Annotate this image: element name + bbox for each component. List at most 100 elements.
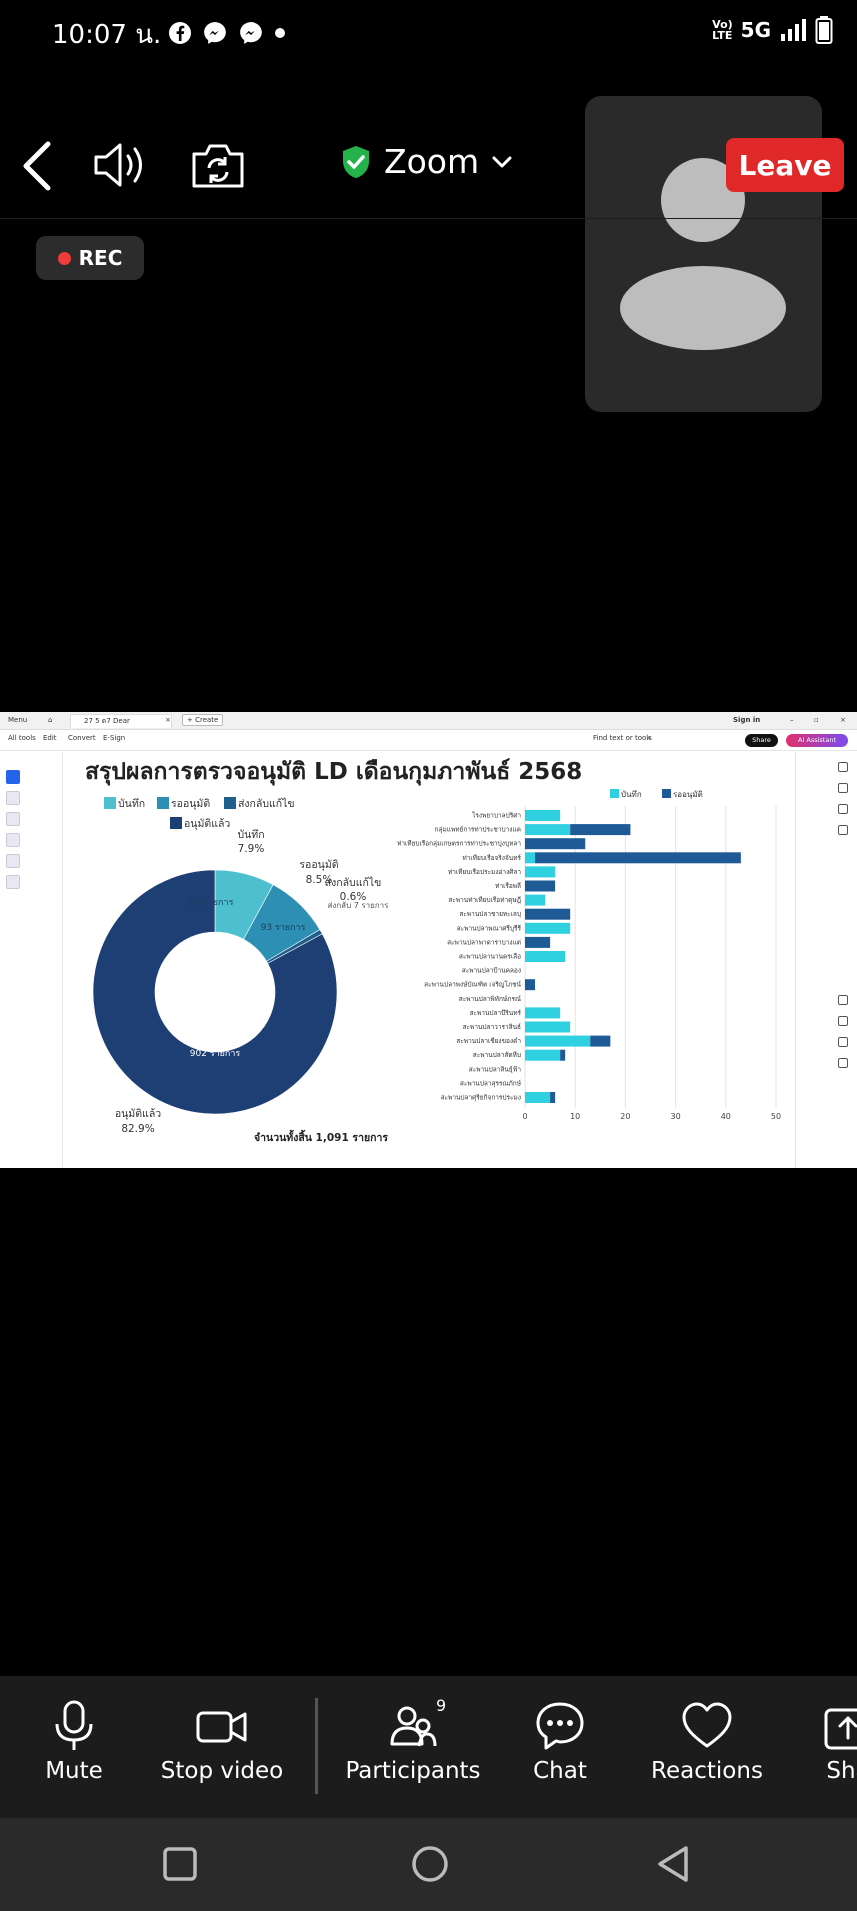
network-type: 5G <box>740 18 771 42</box>
lasso-tool-icon[interactable] <box>6 833 20 847</box>
home-nav-icon[interactable] <box>410 1844 450 1884</box>
bar-segment <box>525 866 556 878</box>
pie-slice-name-label: รออนุมัติ <box>299 859 338 871</box>
pages-icon[interactable] <box>838 825 848 835</box>
heart-icon <box>682 1702 732 1748</box>
close-tab-icon[interactable]: × <box>165 716 171 724</box>
comment-tool-icon[interactable] <box>6 791 20 805</box>
leave-button[interactable]: Leave <box>726 138 844 192</box>
export-icon[interactable] <box>838 762 848 772</box>
back-icon[interactable] <box>18 138 58 194</box>
share-arrow-icon <box>824 1708 857 1750</box>
dot-icon <box>275 28 285 38</box>
slide-page: สรุปผลการตรวจอนุมัติ LD เดือนกุมภาพันธ์ … <box>62 752 796 1168</box>
refresh-icon[interactable] <box>838 1016 848 1026</box>
messenger-icon <box>204 22 226 44</box>
pie-slice-percent-label: 0.6% <box>340 891 367 903</box>
notification-icons <box>168 20 286 46</box>
minimize-icon[interactable]: – <box>790 716 794 724</box>
participants-button[interactable]: Participants 9 <box>344 1676 482 1818</box>
pie-slice-name-label: ส่งกลับแก้ไข <box>325 876 382 889</box>
stamp-tool-icon[interactable] <box>6 875 20 889</box>
pie-slice <box>92 869 338 1115</box>
record-dot-icon <box>57 251 71 265</box>
rec-label: REC <box>78 246 123 270</box>
shared-screen[interactable]: Menu ⌂ 27 5 ต7 Dear × + Create Sign in –… <box>0 712 857 1168</box>
switch-camera-icon[interactable] <box>190 140 246 190</box>
facebook-icon <box>169 22 191 44</box>
find-tools-label[interactable]: Find text or tools <box>593 734 652 742</box>
participants-icon <box>390 1706 437 1747</box>
esign-menu[interactable]: E-Sign <box>103 734 126 742</box>
comments-icon[interactable] <box>838 783 848 793</box>
bar-category-label: สะพานปลาชายทะเลบุ <box>459 910 521 918</box>
bar-segment <box>525 838 586 850</box>
meeting-title[interactable]: Zoom <box>340 142 513 181</box>
bar-segment <box>525 1021 571 1033</box>
share-pdf-button[interactable]: Share <box>745 734 778 747</box>
bar-segment <box>525 951 566 962</box>
menu-label[interactable]: Menu <box>8 716 28 724</box>
sign-in-link[interactable]: Sign in <box>733 716 761 724</box>
slide-title: สรุปผลการตรวจอนุมัติ LD เดือนกุมภาพันธ์ … <box>85 759 583 785</box>
ai-assistant-button[interactable]: AI Assistant <box>786 734 848 747</box>
bar-category-label: ท่าเทียบเรือกลุ่มเกษตรการท่าประชาบุ่งบุห… <box>397 840 521 848</box>
tab-title[interactable]: 27 5 ต7 Dear <box>84 717 130 725</box>
edit-menu[interactable]: Edit <box>43 734 57 742</box>
stop-video-button[interactable]: Stop video <box>158 1676 286 1818</box>
status-indicators: Vo) LTE 5G <box>712 16 833 44</box>
create-label: Create <box>195 716 219 724</box>
pen-tool-icon[interactable] <box>6 812 20 826</box>
bar-segment <box>570 824 631 836</box>
bar-segment <box>525 979 536 991</box>
create-button[interactable]: + Create <box>182 714 224 726</box>
reactions-label: Reactions <box>651 1758 763 1784</box>
pie-slice-percent-label: 8.5% <box>306 874 333 886</box>
bar-category-label: สะพานปลาสุรรณภักษ์ <box>460 1079 522 1087</box>
pdf-left-tools <box>6 770 22 896</box>
organize-icon[interactable] <box>838 804 848 814</box>
bar-category-label: สะพานปลาพงษ์บัณฑิต เจริญโภชน์ <box>424 981 521 989</box>
text-tool-icon[interactable] <box>6 854 20 868</box>
bar-category-label: ท่าเทียบเรือประมงอ่างศิลา <box>448 868 521 876</box>
search-icon[interactable]: ⌕ <box>647 734 651 742</box>
home-icon[interactable]: ⌂ <box>48 716 53 724</box>
bar-legend-label: รออนุมัติ <box>673 790 703 799</box>
pie-slice-inner-label: 902 รายการ <box>190 1049 241 1059</box>
select-tool-icon[interactable] <box>6 770 20 784</box>
bar-legend-label: บันทึก <box>621 790 642 799</box>
page-number-icon[interactable] <box>838 995 848 1005</box>
maximize-icon[interactable]: ▫ <box>814 716 819 724</box>
pie-slice-name-label: บันทึก <box>237 829 264 841</box>
bar-segment <box>525 1035 591 1047</box>
bar-segment <box>525 810 561 821</box>
system-nav-bar <box>0 1818 857 1911</box>
recent-apps-icon[interactable] <box>162 1846 198 1882</box>
share-button[interactable]: Sha <box>818 1676 857 1818</box>
chevron-down-icon <box>492 156 512 167</box>
bar-x-tick-label: 20 <box>620 1112 630 1121</box>
all-tools-menu[interactable]: All tools <box>8 734 36 742</box>
speaker-icon[interactable] <box>92 140 148 190</box>
bar-category-label: สะพานปลาป้านคลอง <box>462 967 521 975</box>
charts-canvas: 86 รายการ 93 รายการ 902 รายการ บันทึก 7.9% รอ… <box>92 789 781 1144</box>
recording-indicator[interactable]: REC <box>36 236 144 280</box>
zoom-in-icon[interactable] <box>838 1037 848 1047</box>
bar-category-label: สะพานปลาพิทักษ์ภรณ์ <box>459 995 521 1003</box>
chat-button[interactable]: Chat <box>530 1676 590 1818</box>
back-nav-icon[interactable] <box>654 1844 694 1884</box>
bar-category-label: สะพานปลาพณาศรีบุรีรี <box>457 924 522 932</box>
reactions-button[interactable]: Reactions <box>650 1676 764 1818</box>
pie-slice-inner-label: 86 รายการ <box>189 898 234 908</box>
mute-button[interactable]: Mute <box>28 1676 120 1818</box>
pie-legend-label: บันทึก <box>118 798 145 810</box>
share-label: Sha <box>826 1758 857 1784</box>
bar-category-label: สะพานปลาบึรินทร์ <box>470 1009 522 1017</box>
mute-label: Mute <box>45 1758 103 1784</box>
convert-menu[interactable]: Convert <box>68 734 96 742</box>
avatar-icon <box>620 158 786 350</box>
bar-x-tick-label: 10 <box>570 1112 580 1121</box>
zoom-out-icon[interactable] <box>838 1058 848 1068</box>
pie-legend-label: รออนุมัติ <box>171 798 210 810</box>
close-window-icon[interactable]: × <box>840 716 846 724</box>
